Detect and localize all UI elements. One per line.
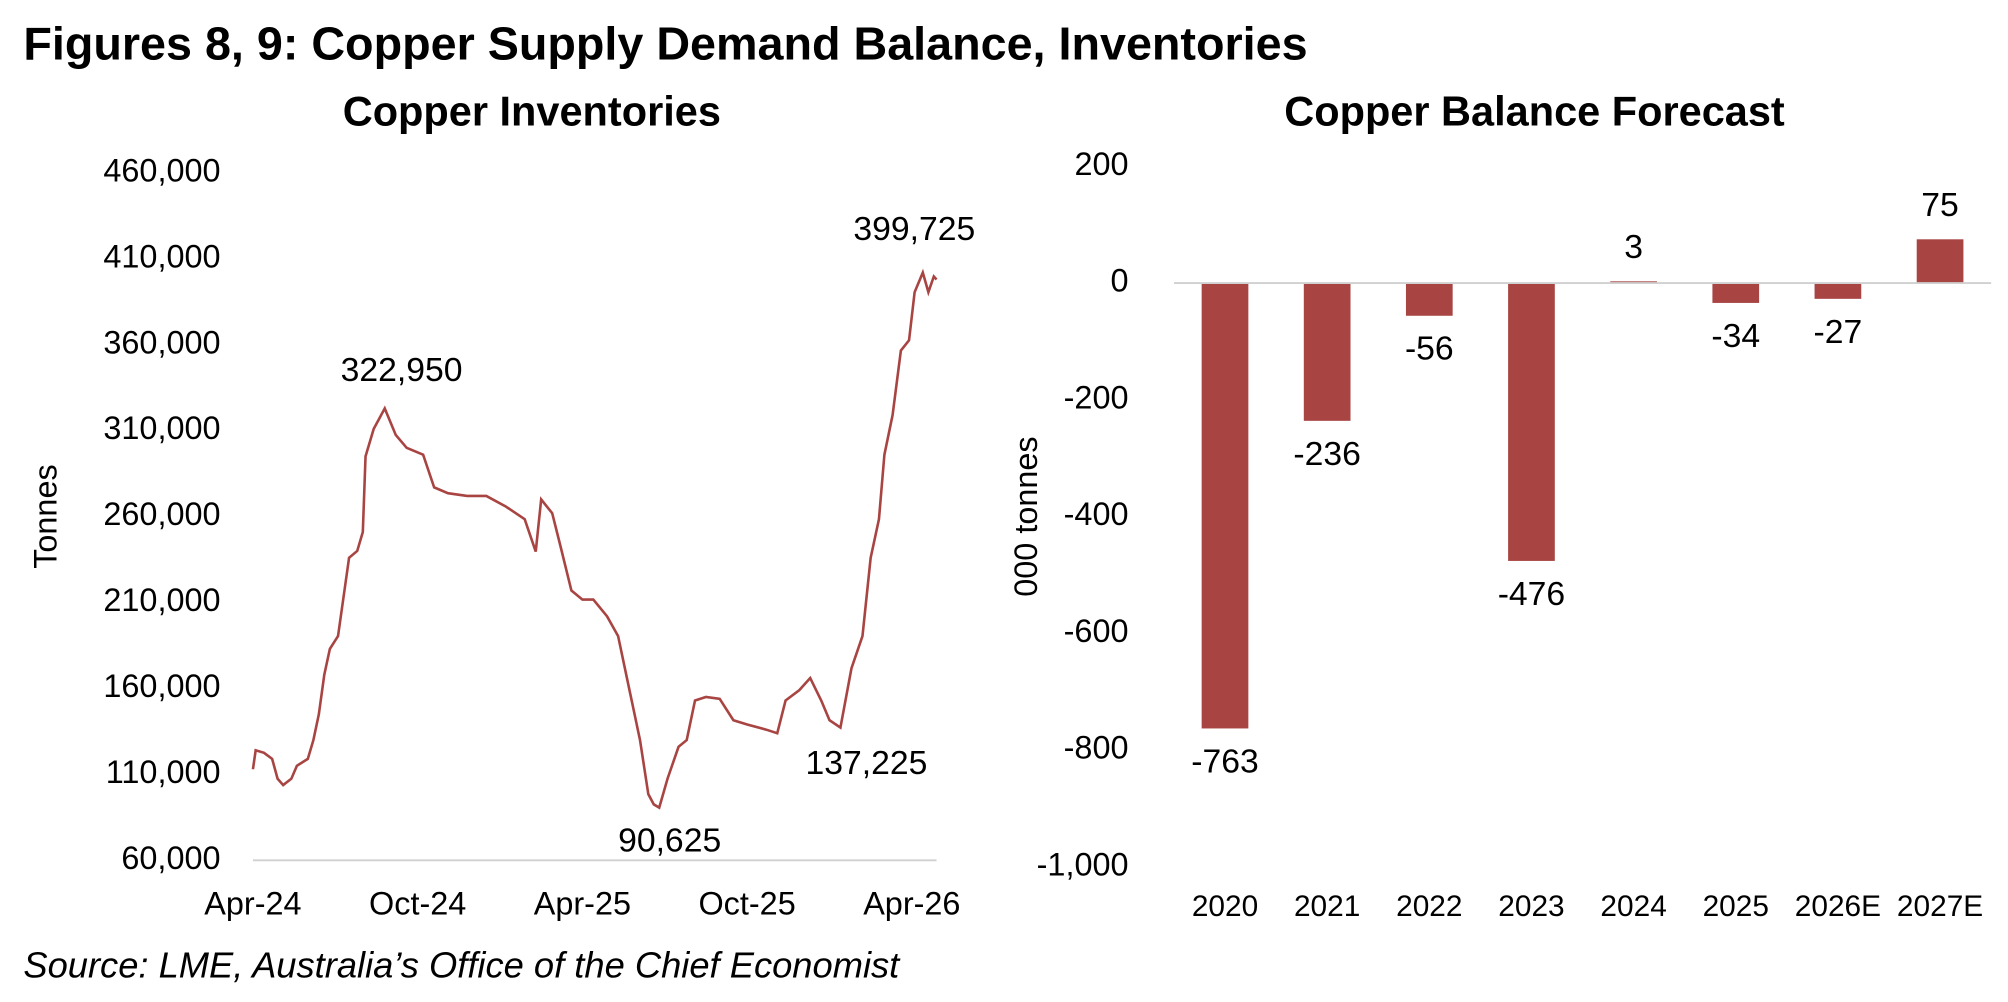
y-tick-label: 60,000: [121, 840, 220, 876]
x-tick-label: 2022: [1396, 890, 1462, 923]
bar: [1916, 239, 1964, 284]
x-tick-label: 2026E: [1795, 890, 1881, 923]
data-label: 322,950: [341, 351, 463, 389]
x-tick-label: 2024: [1600, 890, 1666, 923]
chart-title: Copper Inventories: [343, 87, 721, 134]
chart-title: Copper Balance Forecast: [1284, 87, 1785, 134]
x-tick-label: Oct-24: [369, 885, 466, 921]
x-tick-label: 2021: [1294, 890, 1360, 923]
y-tick-label: 410,000: [103, 238, 220, 274]
y-tick-label: -400: [1064, 496, 1129, 532]
data-label: 75: [1921, 186, 1959, 224]
data-label: -476: [1498, 575, 1566, 613]
x-tick-label: 2025: [1703, 890, 1769, 923]
bar: [1814, 283, 1862, 299]
page-title: Figures 8, 9: Copper Supply Demand Balan…: [23, 17, 1307, 69]
data-label: -236: [1293, 435, 1361, 473]
y-tick-label: 0: [1110, 263, 1128, 299]
data-label: -27: [1814, 313, 1863, 351]
data-label: 90,625: [618, 822, 721, 860]
inventory-line: [251, 268, 938, 810]
bar: [1405, 283, 1453, 316]
data-label: -56: [1405, 330, 1454, 368]
x-tick-label: Apr-26: [863, 885, 960, 921]
x-tick-label: 2023: [1498, 890, 1564, 923]
data-label: 3: [1624, 228, 1643, 266]
y-axis-title: 000 tonnes: [1008, 436, 1044, 596]
source-note: Source: LME, Australia’s Office of the C…: [23, 945, 901, 986]
x-tick-label: 2020: [1192, 890, 1258, 923]
y-tick-label: -600: [1064, 613, 1129, 649]
x-tick-label: 2027E: [1897, 890, 1983, 923]
y-tick-label: 200: [1074, 146, 1128, 182]
y-tick-label: 160,000: [103, 668, 220, 704]
bar: [1712, 283, 1760, 303]
data-label: -34: [1711, 317, 1760, 355]
data-label: 137,225: [805, 744, 927, 782]
y-tick-label: 110,000: [106, 754, 221, 790]
bar: [1303, 283, 1351, 421]
y-tick-label: -800: [1064, 730, 1129, 766]
data-label: -763: [1191, 742, 1259, 780]
y-axis-title: Tonnes: [28, 464, 64, 569]
x-tick-label: Apr-24: [204, 885, 301, 921]
y-tick-label: -200: [1064, 379, 1129, 415]
x-tick-label: Oct-25: [698, 885, 795, 921]
y-tick-label: 460,000: [103, 152, 220, 188]
y-tick-label: 210,000: [103, 582, 220, 618]
y-tick-label: 310,000: [103, 410, 220, 446]
data-label: 399,725: [853, 210, 975, 248]
bar: [1201, 283, 1249, 729]
bar: [1508, 283, 1555, 561]
y-tick-label: -1,000: [1037, 846, 1129, 882]
y-tick-label: 260,000: [103, 496, 220, 532]
y-tick-label: 360,000: [103, 324, 220, 360]
x-tick-label: Apr-25: [534, 885, 631, 921]
